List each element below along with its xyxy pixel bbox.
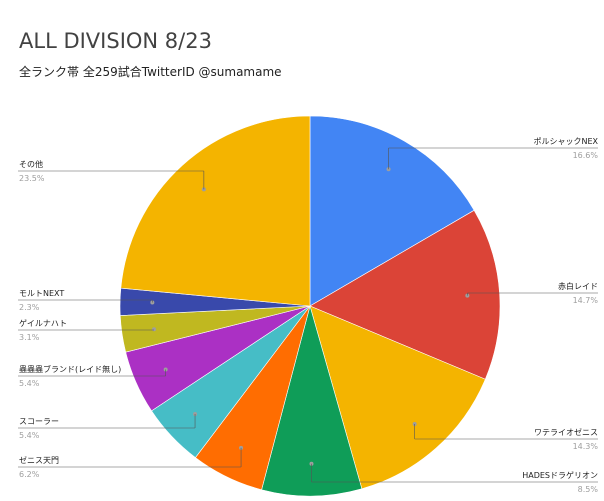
chart-subtitle: 全ランク帯 全259試合TwitterID @sumamame [19, 64, 282, 79]
slice-label: モルトNEXT [19, 289, 64, 298]
chart-title: ALL DIVISION 8/23 [19, 29, 212, 53]
slice-label: ゲイルナハト [19, 318, 67, 328]
pie-slice [309, 115, 475, 307]
slice-percent-label: 14.3% [573, 442, 599, 451]
pie-slices [119, 115, 501, 497]
pie-slice [261, 304, 363, 497]
pie-slice [120, 115, 311, 307]
slice-label: その他 [19, 159, 43, 169]
slice-label: 赤白レイド [558, 281, 598, 291]
slice-percent-label: 5.4% [19, 379, 40, 388]
pie-slice [309, 305, 486, 490]
slice-percent-label: 8.5% [578, 485, 599, 494]
slice-label: HADESドラゲリオン [522, 470, 598, 480]
slice-percent-label: 23.5% [19, 174, 45, 183]
slice-labels: ポルシャックNEX 16.6% 赤白レイド 14.7% ワテライオゼニス 14.3% HAD… [18, 137, 599, 494]
slice-percent-label: 6.2% [19, 470, 40, 479]
slice-percent-label: 2.3% [19, 303, 40, 312]
pie-slice [309, 209, 501, 380]
slice-percent-label: 16.6% [573, 151, 599, 160]
label-anchor-dot [152, 327, 157, 332]
slice-label: ポルシャックNEX [533, 137, 598, 146]
slice-label: スコーラー [19, 417, 59, 426]
slice-label: ゼニス天門 [19, 455, 59, 465]
slice-label: ワテライオゼニス [534, 427, 598, 437]
slice-percent-label: 14.7% [573, 296, 599, 305]
slice-label: 蟲蟲蟲ブランド(レイド無し) [19, 364, 121, 374]
slice-percent-label: 3.1% [19, 333, 40, 342]
slice-percent-label: 5.4% [19, 431, 40, 440]
